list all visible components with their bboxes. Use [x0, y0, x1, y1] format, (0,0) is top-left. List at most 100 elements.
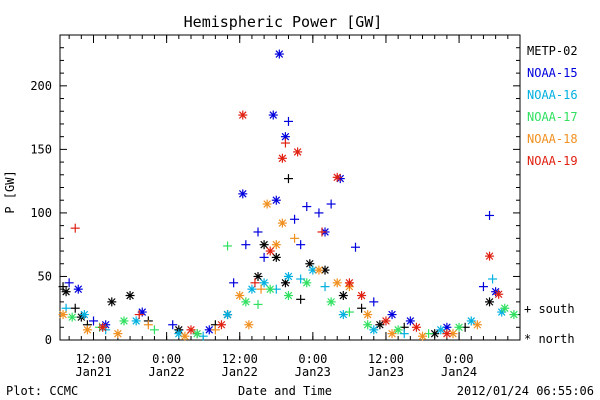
data-point-north — [466, 316, 476, 326]
symbol-legend: + south * north — [524, 302, 575, 346]
data-point-north — [314, 265, 324, 275]
data-point-north — [277, 153, 287, 163]
y-tick-label: 150 — [30, 142, 52, 156]
data-point-north — [259, 240, 269, 250]
data-point-north — [454, 322, 464, 332]
data-point-north — [265, 246, 275, 256]
legend-entry: NOAA-18 — [527, 132, 578, 146]
data-point-south — [70, 223, 80, 233]
y-tick-label: 0 — [45, 333, 52, 347]
x-tick-date-label: Jan22 — [149, 365, 185, 379]
data-point-south — [210, 325, 220, 335]
data-point-south — [350, 242, 360, 252]
data-point-north — [509, 310, 519, 320]
data-point-north — [411, 322, 421, 332]
data-point-north — [485, 297, 495, 307]
data-point-north — [442, 329, 452, 339]
data-point-north — [283, 291, 293, 301]
data-point-north — [186, 325, 196, 335]
y-axis-ticks: 0 50 100 150 200 — [30, 34, 520, 347]
data-point-south — [296, 274, 306, 284]
data-point-south — [290, 214, 300, 224]
data-point-north — [67, 312, 77, 322]
legend-entry: NOAA-16 — [527, 88, 578, 102]
legend-entry: NOAA-19 — [527, 154, 578, 168]
data-point-north — [494, 289, 504, 299]
data-point-south — [488, 274, 498, 284]
data-point-south — [283, 174, 293, 184]
data-point-north — [253, 271, 263, 281]
data-point-north — [271, 195, 281, 205]
data-point-south — [296, 240, 306, 250]
data-point-north — [387, 310, 397, 320]
x-tick-label: 0:00 — [445, 352, 474, 366]
x-tick-date-label: Jan22 — [222, 365, 258, 379]
data-point-north — [283, 271, 293, 281]
legend-entry: NOAA-17 — [527, 110, 578, 124]
data-point-south — [149, 325, 159, 335]
data-point-south — [64, 278, 74, 288]
data-point-north — [485, 251, 495, 261]
data-point-north — [332, 278, 342, 288]
data-point-north — [418, 331, 428, 341]
symbol-legend-entry: * north — [524, 332, 575, 346]
data-point-north — [436, 325, 446, 335]
data-point-north — [274, 49, 284, 59]
x-tick-label: 0:00 — [298, 352, 327, 366]
data-point-south — [223, 241, 233, 251]
data-point-south — [229, 278, 239, 288]
x-tick-date-label: Jan23 — [368, 365, 404, 379]
y-tick-label: 50 — [38, 269, 52, 283]
data-point-north — [107, 297, 117, 307]
data-point-south — [89, 316, 99, 326]
x-tick-label: 12:00 — [75, 352, 111, 366]
data-point-north — [472, 320, 482, 330]
y-axis-label: P [GW] — [3, 170, 17, 213]
data-point-north — [271, 252, 281, 262]
data-point-north — [125, 291, 135, 301]
data-point-south — [290, 233, 300, 243]
data-point-south — [283, 116, 293, 126]
plot-timestamp: 2012/01/24 06:55:06 — [457, 384, 594, 398]
y-tick-label: 100 — [30, 206, 52, 220]
data-point-north — [387, 329, 397, 339]
data-point-north — [280, 278, 290, 288]
data-point-south — [296, 294, 306, 304]
data-point-south — [369, 297, 379, 307]
data-point-north — [326, 297, 336, 307]
chart-title: Hemispheric Power [GW] — [184, 13, 383, 31]
data-point-north — [302, 278, 312, 288]
data-point-north — [235, 291, 245, 301]
data-point-south — [259, 252, 269, 262]
x-tick-label: 12:00 — [222, 352, 258, 366]
data-point-north — [381, 316, 391, 326]
data-point-north — [98, 322, 108, 332]
data-point-south — [478, 282, 488, 292]
data-point-south — [58, 282, 68, 292]
data-point-south — [399, 329, 409, 339]
data-points — [58, 49, 519, 341]
data-point-south — [485, 210, 495, 220]
x-tick-date-label: Jan23 — [295, 365, 331, 379]
symbol-legend-entry: + south — [524, 302, 575, 316]
data-point-south — [326, 199, 336, 209]
data-point-north — [61, 287, 71, 297]
data-point-north — [338, 291, 348, 301]
data-point-north — [216, 320, 226, 330]
data-point-south — [302, 202, 312, 212]
data-point-south — [134, 310, 144, 320]
plot-source: Plot: CCMC — [6, 384, 78, 398]
x-tick-date-label: Jan24 — [441, 365, 477, 379]
legend-entry: NOAA-15 — [527, 66, 578, 80]
data-point-north — [375, 320, 385, 330]
data-point-north — [277, 218, 287, 228]
data-point-north — [192, 329, 202, 339]
data-point-north — [119, 316, 129, 326]
data-point-north — [238, 110, 248, 120]
data-point-south — [280, 138, 290, 148]
data-point-south — [317, 227, 327, 237]
data-point-north — [357, 291, 367, 301]
data-point-north — [82, 325, 92, 335]
data-point-north — [363, 310, 373, 320]
